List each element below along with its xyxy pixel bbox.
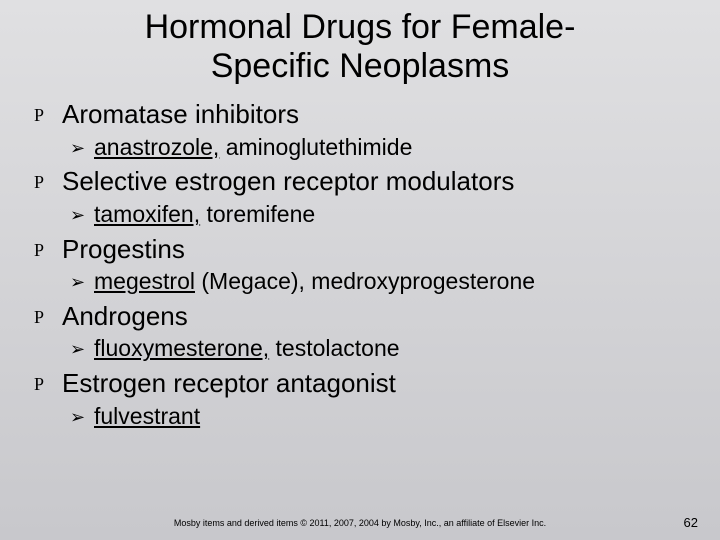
list-item: P Aromatase inhibitors bbox=[34, 98, 696, 131]
subitem-rest: testolactone bbox=[269, 335, 399, 361]
subitem-underlined: anastrozole, bbox=[94, 134, 219, 160]
arrow-right-icon: ➢ bbox=[70, 338, 85, 361]
item-label: Estrogen receptor antagonist bbox=[62, 368, 396, 398]
bullet-level1-icon: P bbox=[34, 171, 44, 194]
list-item: P Progestins bbox=[34, 233, 696, 266]
item-label: Progestins bbox=[62, 234, 185, 264]
list-subitem: ➢ anastrozole, aminoglutethimide bbox=[34, 133, 696, 162]
bullet-level1-icon: P bbox=[34, 306, 44, 329]
list-subitem: ➢ fluoxymesterone, testolactone bbox=[34, 334, 696, 363]
slide-title: Hormonal Drugs for Female- Specific Neop… bbox=[64, 8, 656, 86]
list-item: P Selective estrogen receptor modulators bbox=[34, 165, 696, 198]
slide: Hormonal Drugs for Female- Specific Neop… bbox=[0, 0, 720, 540]
list-item: P Estrogen receptor antagonist bbox=[34, 367, 696, 400]
copyright-footer: Mosby items and derived items © 2011, 20… bbox=[0, 518, 720, 528]
item-label: Androgens bbox=[62, 301, 188, 331]
bullet-level1-icon: P bbox=[34, 104, 44, 127]
list-subitem: ➢ megestrol (Megace), medroxyprogesteron… bbox=[34, 267, 696, 296]
list-subitem: ➢ tamoxifen, toremifene bbox=[34, 200, 696, 229]
list-subitem: ➢ fulvestrant bbox=[34, 402, 696, 431]
arrow-right-icon: ➢ bbox=[70, 406, 85, 429]
bullet-level1-icon: P bbox=[34, 239, 44, 262]
arrow-right-icon: ➢ bbox=[70, 137, 85, 160]
arrow-right-icon: ➢ bbox=[70, 271, 85, 294]
content-area: P Aromatase inhibitors ➢ anastrozole, am… bbox=[24, 98, 696, 430]
subitem-underlined: megestrol bbox=[94, 268, 195, 294]
bullet-level1-icon: P bbox=[34, 373, 44, 396]
item-label: Aromatase inhibitors bbox=[62, 99, 299, 129]
item-label: Selective estrogen receptor modulators bbox=[62, 166, 514, 196]
subitem-underlined: fulvestrant bbox=[94, 403, 200, 429]
subitem-rest: aminoglutethimide bbox=[219, 134, 412, 160]
page-number: 62 bbox=[684, 515, 698, 530]
subitem-underlined: tamoxifen, bbox=[94, 201, 200, 227]
list-item: P Androgens bbox=[34, 300, 696, 333]
arrow-right-icon: ➢ bbox=[70, 204, 85, 227]
title-line-2: Specific Neoplasms bbox=[211, 47, 510, 85]
subitem-underlined: fluoxymesterone, bbox=[94, 335, 269, 361]
subitem-rest: (Megace), medroxyprogesterone bbox=[195, 268, 535, 294]
subitem-rest: toremifene bbox=[200, 201, 315, 227]
title-line-1: Hormonal Drugs for Female- bbox=[145, 8, 576, 46]
